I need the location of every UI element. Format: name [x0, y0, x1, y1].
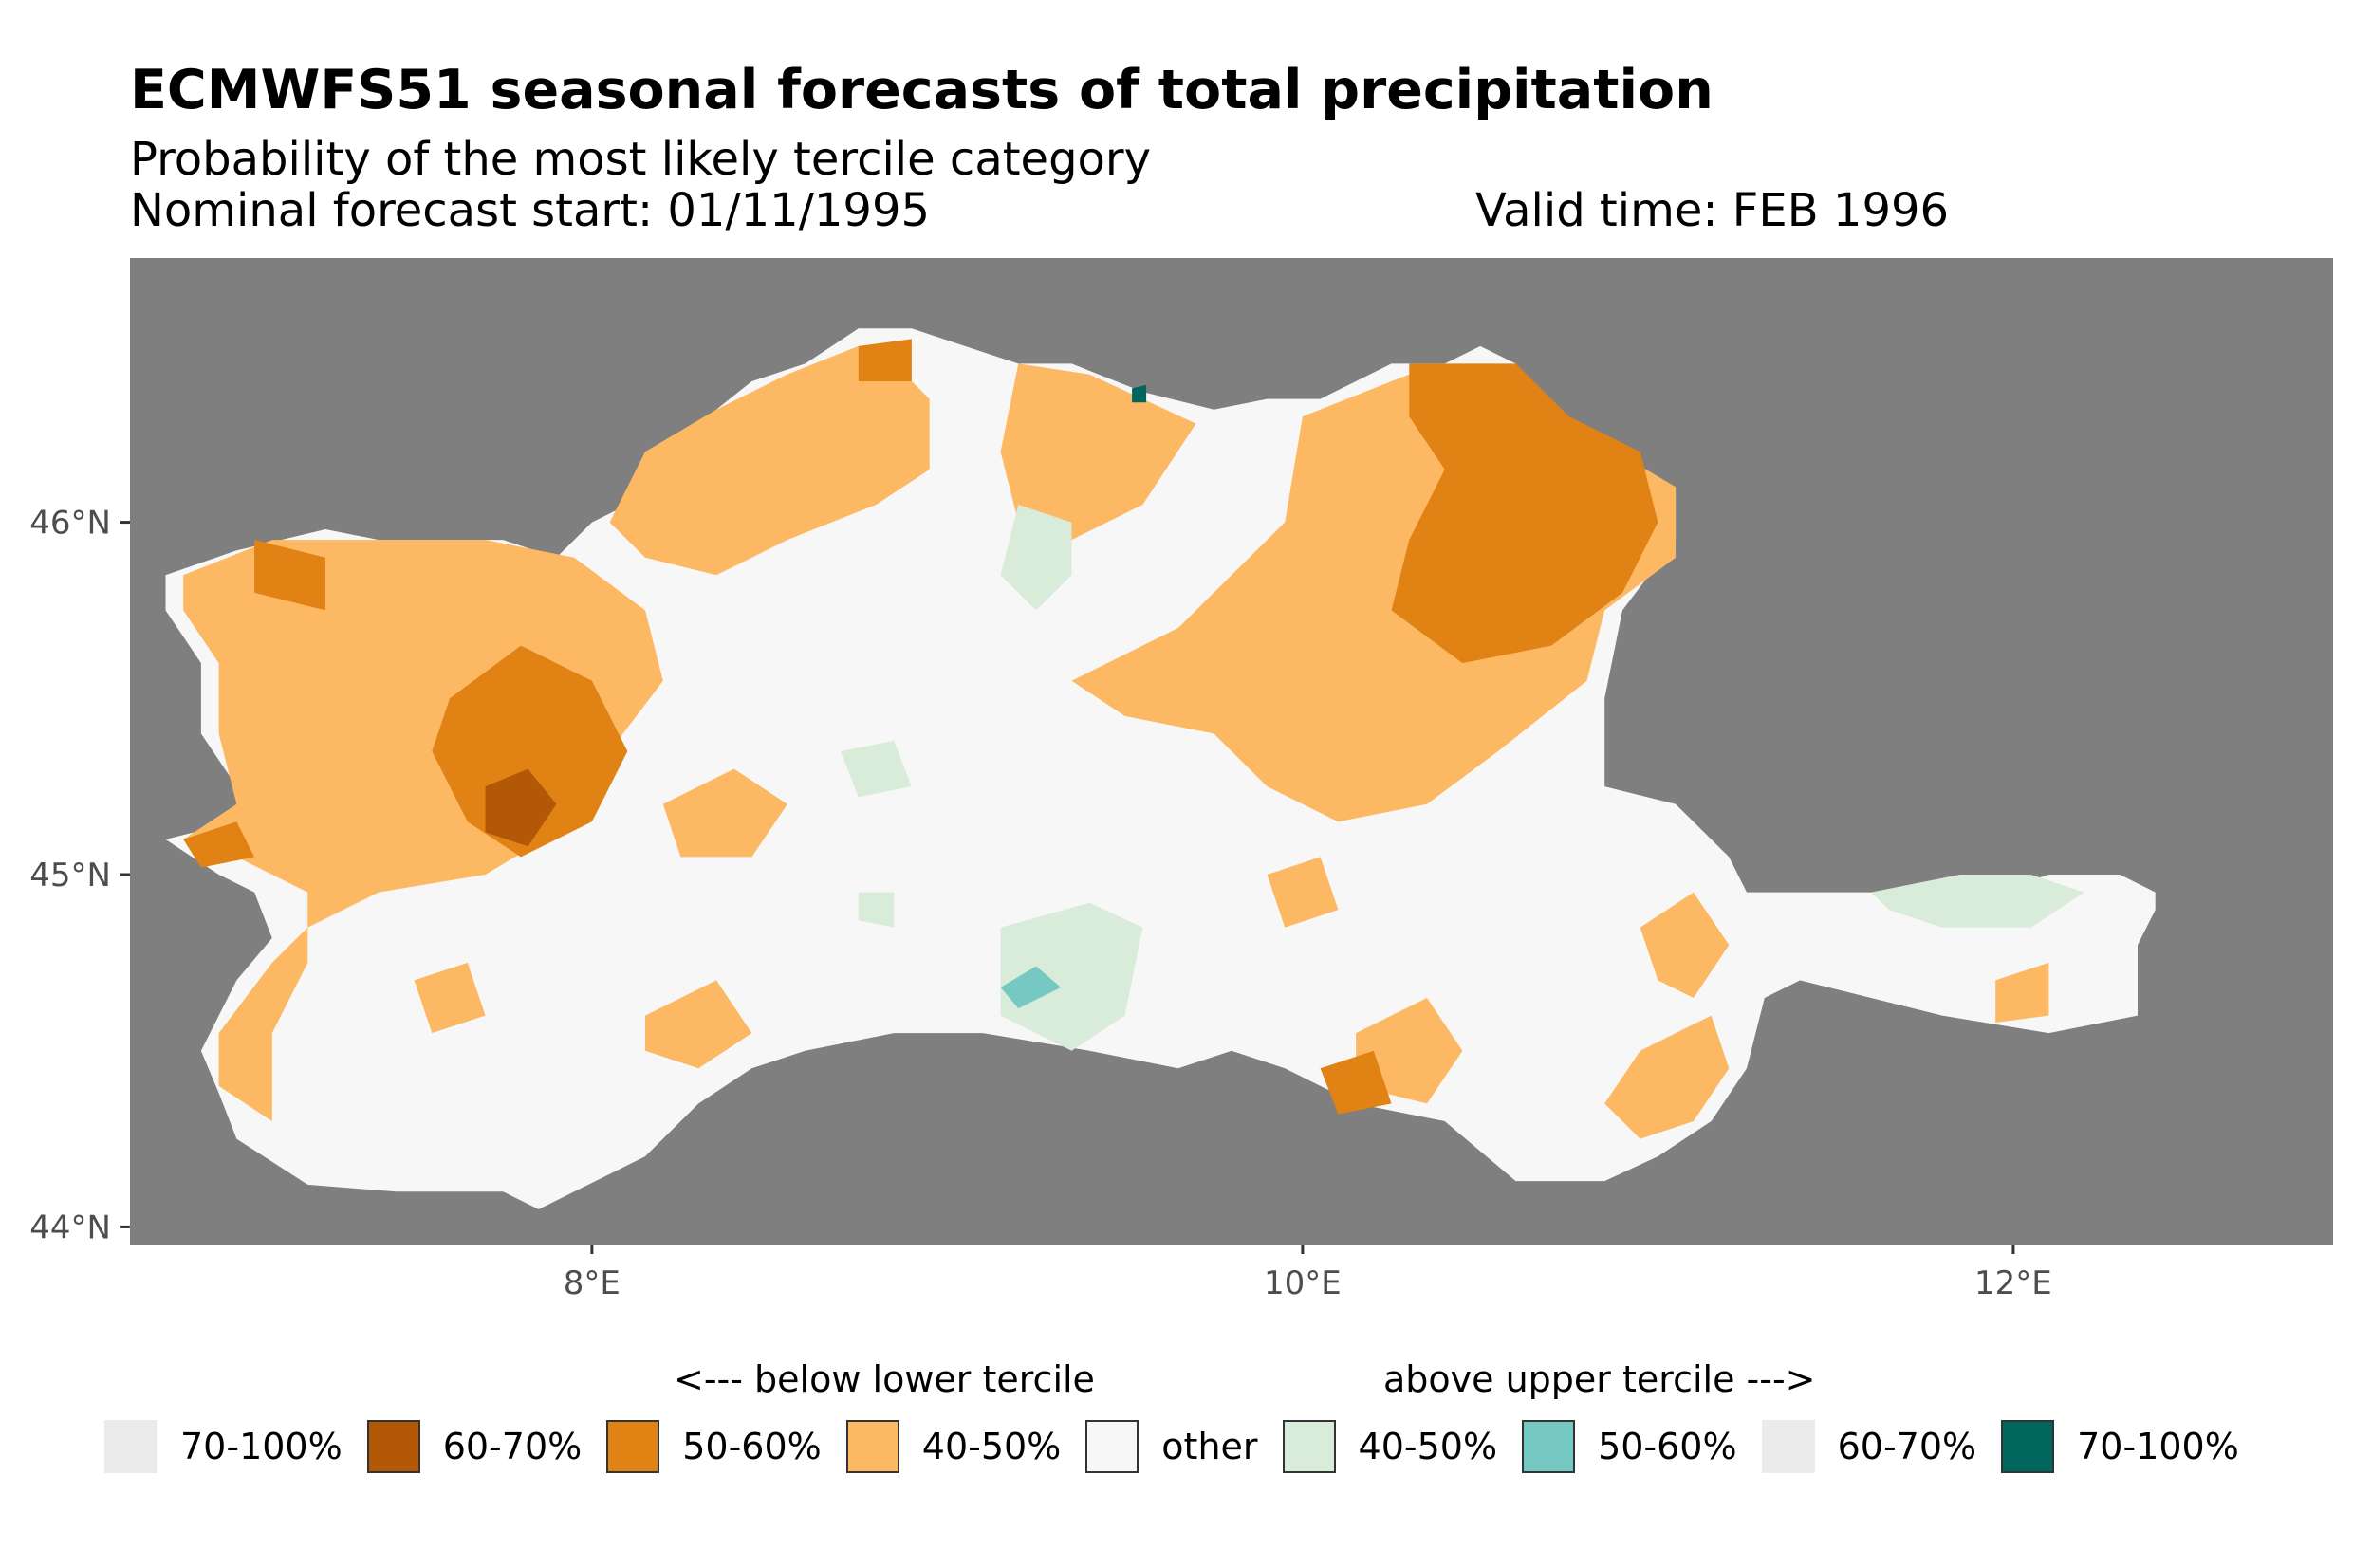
- legend-swatch: [1282, 1420, 1336, 1473]
- region-above-40-50--0: [1000, 505, 1072, 611]
- region-above-40-50--3: [841, 740, 912, 798]
- legend-item: 70-100%: [2001, 1420, 2239, 1473]
- legend-item: 40-50%: [1282, 1420, 1498, 1473]
- region-below-40-50--2: [1000, 363, 1196, 541]
- map-axes: 8°E 10°E 12°E 44°N 45°N 46°N: [29, 505, 2052, 1302]
- region-below-40-50--7: [1640, 892, 1730, 998]
- region-above-40-50--4: [858, 892, 895, 928]
- legend-swatch: [104, 1420, 157, 1473]
- legend-item: 60-70%: [366, 1420, 583, 1473]
- y-tick-label: 46°N: [29, 505, 111, 543]
- region-above-70-100--0: [1132, 384, 1147, 403]
- legend-above-heading: above upper tercile --->: [1383, 1358, 1816, 1400]
- y-tick-label: 44°N: [29, 1208, 111, 1246]
- legend-item: 50-60%: [1522, 1420, 1737, 1473]
- region-above-50-60--0: [1000, 966, 1062, 1009]
- region-below-40-50--10: [414, 962, 486, 1034]
- region-above-40-50--1: [1000, 902, 1143, 1051]
- region-above-40-50--2: [1871, 875, 2084, 928]
- region-below-40-50--6: [1604, 1015, 1730, 1139]
- region-below-40-50--8: [1995, 962, 2049, 1023]
- legend-swatch: [845, 1420, 899, 1473]
- legend-swatch: [1085, 1420, 1139, 1473]
- legend-below-heading: <--- below lower tercile: [674, 1358, 1095, 1400]
- legend-label: 60-70%: [1837, 1426, 1977, 1467]
- legend-item: 70-100%: [104, 1420, 343, 1473]
- region-below-50-60--2: [183, 821, 255, 868]
- forecast-start-label: Nominal forecast start: 01/11/1995: [130, 184, 931, 237]
- chart-subtitle: Probability of the most likely tercile c…: [130, 133, 1152, 186]
- x-tick-label: 12°E: [1974, 1264, 2052, 1302]
- region-below-40-50--1: [609, 345, 930, 576]
- region-below-40-50--4: [662, 768, 787, 858]
- x-tick-label: 8°E: [564, 1264, 621, 1302]
- legend-label: 60-70%: [442, 1426, 583, 1467]
- valid-time-label: Valid time: FEB 1996: [1475, 184, 1950, 237]
- chart-title: ECMWFS51 seasonal forecasts of total pre…: [130, 59, 1714, 121]
- forecast-regions: [165, 328, 2156, 1209]
- region-below-50-60--0: [432, 645, 628, 858]
- legend-swatch: [606, 1420, 660, 1473]
- region-below-60-70--0: [485, 768, 557, 847]
- region-below-40-50--5: [1356, 998, 1463, 1104]
- legend-label: 50-60%: [682, 1426, 822, 1467]
- legend-label: 50-60%: [1598, 1426, 1737, 1467]
- legend-item: other: [1085, 1420, 1258, 1473]
- legend-label: 70-100%: [180, 1426, 343, 1467]
- region-below-50-60--3: [1391, 363, 1658, 664]
- region-below-50-60--5: [1320, 1050, 1392, 1115]
- legend-swatch: [2001, 1420, 2055, 1473]
- region-below-40-50--9: [645, 980, 752, 1069]
- legend-item: 50-60%: [606, 1420, 822, 1473]
- x-tick-label: 10°E: [1264, 1264, 1342, 1302]
- legend-label: other: [1161, 1426, 1258, 1467]
- legend-item: 60-70%: [1761, 1420, 1977, 1473]
- legend-label: 40-50%: [1358, 1426, 1498, 1467]
- legend: 70-100% 60-70% 50-60% 40-50% other 40-50% 50-6…: [104, 1420, 2264, 1473]
- region-below-50-60--4: [858, 339, 912, 381]
- legend-swatch: [366, 1420, 420, 1473]
- y-tick-label: 45°N: [29, 857, 111, 895]
- region-below-50-60--1: [254, 540, 325, 611]
- legend-label: 40-50%: [921, 1426, 1062, 1467]
- legend-item: 40-50%: [845, 1420, 1062, 1473]
- legend-label: 70-100%: [2077, 1426, 2239, 1467]
- legend-swatch: [1761, 1420, 1815, 1473]
- region-below-40-50--11: [1267, 857, 1339, 928]
- legend-swatch: [1522, 1420, 1576, 1473]
